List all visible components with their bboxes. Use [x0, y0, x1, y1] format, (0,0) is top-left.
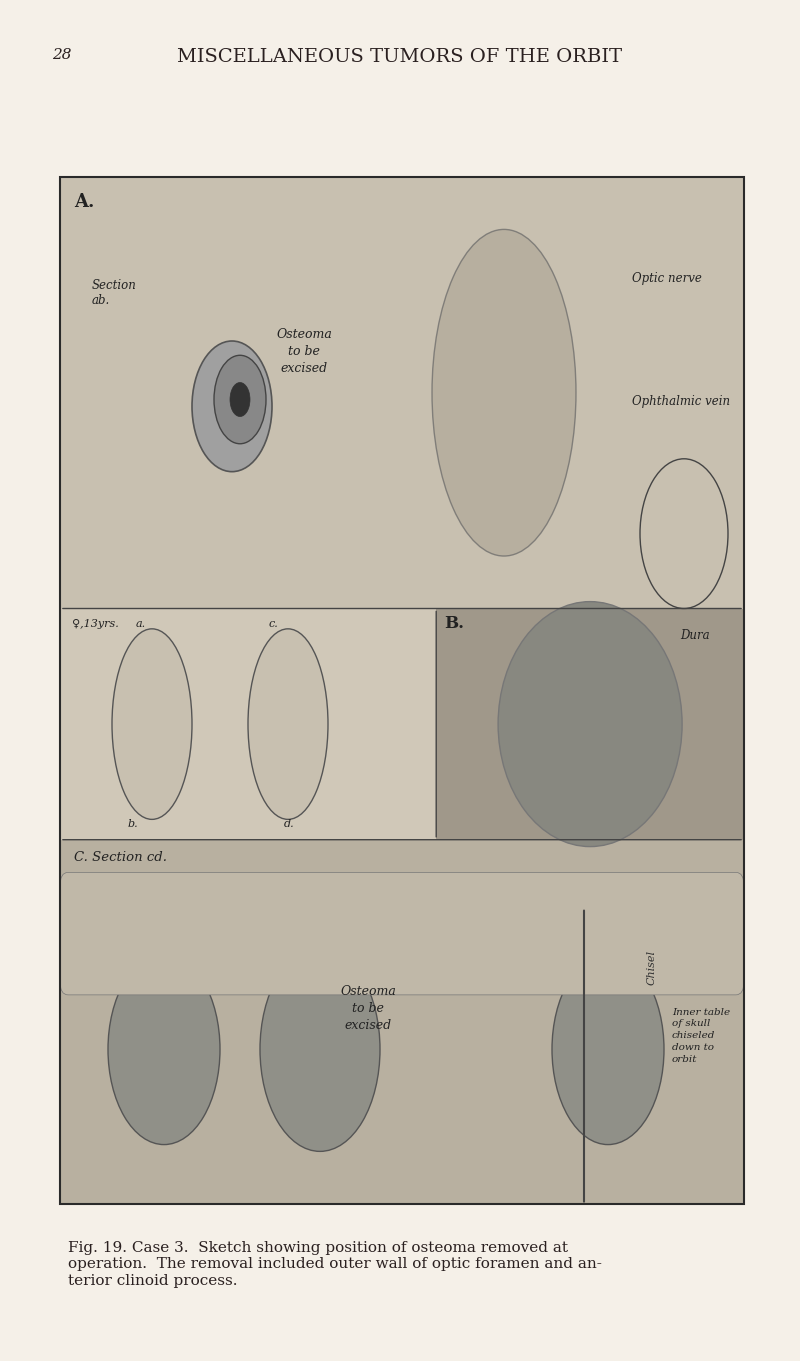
Circle shape: [108, 954, 220, 1145]
Text: ♀,13yrs.: ♀,13yrs.: [72, 619, 118, 629]
Text: Osteoma
to be
excised: Osteoma to be excised: [276, 328, 332, 376]
Text: MISCELLANEOUS TUMORS OF THE ORBIT: MISCELLANEOUS TUMORS OF THE ORBIT: [178, 48, 622, 65]
Text: a.: a.: [136, 619, 146, 629]
Circle shape: [260, 947, 380, 1151]
Circle shape: [640, 459, 728, 608]
Bar: [60, 177, 744, 1204]
Text: Chisel: Chisel: [647, 950, 657, 985]
Text: Dura: Dura: [680, 629, 710, 642]
Text: Fig. 19. Case 3.  Sketch showing position of osteoma removed at
operation.  The : Fig. 19. Case 3. Sketch showing position…: [68, 1241, 602, 1288]
Text: Optic nerve: Optic nerve: [632, 272, 702, 286]
Ellipse shape: [214, 355, 266, 444]
Ellipse shape: [192, 342, 272, 472]
Ellipse shape: [498, 602, 682, 847]
Bar: [436, 608, 744, 840]
Text: C. Section cd.: C. Section cd.: [74, 851, 167, 864]
Ellipse shape: [432, 230, 576, 557]
Text: 28: 28: [52, 48, 71, 61]
Text: Inner table
of skull
chiseled
down to
orbit: Inner table of skull chiseled down to or…: [672, 1007, 730, 1064]
Circle shape: [552, 954, 664, 1145]
Text: b.: b.: [128, 819, 138, 829]
Bar: [60, 177, 744, 608]
Text: Osteoma
to be
excised: Osteoma to be excised: [340, 985, 396, 1032]
Text: B.: B.: [444, 615, 464, 633]
Bar: [60, 608, 436, 840]
Ellipse shape: [112, 629, 192, 819]
Bar: [60, 840, 744, 1204]
Text: c.: c.: [268, 619, 278, 629]
Text: A.: A.: [74, 193, 94, 211]
Bar: [60, 177, 744, 1204]
FancyBboxPatch shape: [60, 872, 744, 995]
Text: d.: d.: [284, 819, 295, 829]
Ellipse shape: [230, 382, 250, 416]
Ellipse shape: [248, 629, 328, 819]
Text: Ophthalmic vein: Ophthalmic vein: [632, 395, 730, 408]
Text: Section
ab.: Section ab.: [92, 279, 137, 308]
